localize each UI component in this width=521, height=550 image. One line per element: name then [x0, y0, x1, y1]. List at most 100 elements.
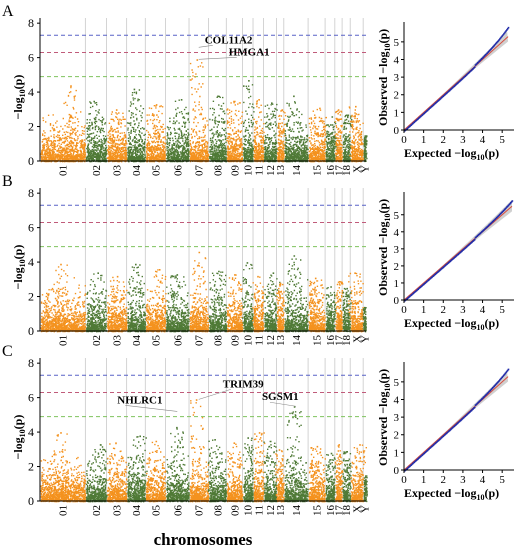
y-axis-label-sub: 10 [18, 259, 27, 267]
y-tick-label: 0 [28, 324, 34, 338]
chromosome-points [145, 269, 167, 333]
qq-y-axis-label-main: Observed −log [376, 221, 390, 296]
chromosome-label: 10 [243, 335, 255, 347]
chromosome-label: 04 [131, 165, 143, 177]
qq-y-axis-label-sub: 10 [383, 213, 392, 221]
qq-y-tick-label: 2 [394, 90, 400, 102]
qq-y-tick-label: 2 [394, 430, 400, 442]
qq-x-tick-label: 5 [499, 474, 505, 486]
chromosome-label: 04 [131, 505, 143, 517]
chromosome-points [242, 80, 255, 163]
annotation-label: TRIM39 [223, 378, 264, 390]
qq-y-tick-label: 1 [394, 107, 400, 119]
chromosome-label: 12 [265, 505, 277, 516]
y-axis-label: −log10(p) [11, 415, 27, 460]
chromosome-label: 01 [58, 505, 70, 516]
chromosome-points [207, 439, 228, 503]
chromosome-label: 17 [333, 505, 345, 517]
chromosome-label: Y [360, 335, 372, 343]
chromosome-points [166, 99, 190, 163]
qq-y-tick-label: 4 [394, 227, 400, 239]
qq-observed-points [404, 200, 514, 302]
y-tick-label: 8 [28, 16, 34, 30]
chromosome-points [226, 274, 244, 333]
chromosome-label: 16 [325, 505, 337, 517]
y-axis-label-group: −log10(p) [11, 415, 27, 460]
chromosome-points [86, 272, 108, 333]
chromosome-points [335, 281, 344, 333]
qq-x-axis-label: Expected −log10(p) [404, 486, 499, 502]
qq-x-axis-label: Expected −log10(p) [404, 316, 499, 332]
y-axis-label-sub: 10 [18, 89, 27, 97]
qq-x-axis-label-main: Expected −log [404, 146, 477, 160]
chromosome-label: X [352, 335, 364, 343]
qq-y-tick-label: 3 [394, 72, 400, 84]
qq-y-tick-label: 0 [394, 295, 400, 307]
qq-x-tick-label: 3 [460, 134, 466, 146]
chromosome-label: 03 [112, 165, 124, 177]
chromosome-label: 16 [325, 165, 337, 177]
chromosome-label: 11 [253, 335, 265, 346]
chromosome-label: 18 [341, 505, 353, 517]
y-tick-label: 2 [28, 120, 34, 134]
qq-x-axis-label-sub: 10 [477, 493, 485, 502]
y-tick-label: 2 [28, 460, 34, 474]
chromosome-points [189, 251, 210, 333]
qq-y-axis-label-group: Observed −log10(p) [376, 29, 392, 126]
y-axis-label-arg: (p) [11, 75, 25, 90]
qq-x-tick-label: 5 [499, 304, 505, 316]
qq-x-tick-label: 0 [401, 474, 407, 486]
panel-letter: B [2, 173, 13, 190]
chromosome-points [40, 432, 87, 503]
qq-y-axis-label-sub: 10 [383, 383, 392, 391]
annotation-label: HMGA1 [229, 46, 270, 58]
chromosome-points [85, 444, 109, 503]
chromosome-points [126, 88, 147, 163]
chromosome-label: 13 [275, 335, 287, 347]
qq-expected-line [403, 36, 509, 131]
qq-y-tick-label: 0 [394, 125, 400, 137]
chromosome-points [166, 274, 190, 333]
chromosome-label: 12 [265, 335, 277, 346]
chromosome-points [209, 95, 228, 163]
chromosome-label: 15 [312, 505, 324, 517]
chromosome-points [107, 109, 128, 163]
chromosome-label: 14 [291, 335, 303, 347]
chromosome-label: 02 [91, 165, 103, 176]
annotation-leader [269, 401, 296, 407]
chromosome-label: 17 [333, 335, 345, 347]
chromosome-label: 08 [212, 335, 224, 347]
qq-y-axis-label-sub: 10 [383, 43, 392, 51]
chromosome-points [342, 451, 352, 503]
chromosome-label: 08 [212, 165, 224, 177]
qq-x-tick-label: 4 [480, 134, 486, 146]
chromosome-label: 05 [150, 165, 162, 177]
annotation-label: SGSM1 [262, 391, 299, 403]
y-tick-label: 8 [28, 356, 34, 370]
qq-y-axis-label-arg: (p) [376, 369, 390, 384]
chromosome-points [308, 445, 326, 503]
chromosome-label: 17 [333, 165, 345, 177]
panel-letter: C [2, 343, 13, 360]
chromosome-label: 18 [341, 165, 353, 177]
qq-x-tick-label: 2 [441, 134, 447, 146]
qq-y-tick-label: 3 [394, 412, 400, 424]
y-tick-label: 0 [28, 154, 34, 168]
chromosome-points [325, 452, 337, 503]
chromosome-label: 01 [58, 165, 70, 176]
annotation-leader [198, 44, 213, 48]
qq-expected-line [403, 205, 513, 301]
chromosome-label: 02 [91, 335, 103, 346]
chromosome-label: 13 [275, 505, 287, 517]
chromosome-label: 06 [172, 335, 184, 347]
y-axis-label-main: −log [11, 267, 25, 289]
chromosome-label: 07 [194, 505, 206, 517]
qq-x-tick-label: 1 [421, 474, 427, 486]
qq-y-axis-label: Observed −log10(p) [376, 29, 392, 126]
qq-x-tick-label: 4 [480, 474, 486, 486]
qq-x-axis-label-arg: (p) [485, 146, 500, 160]
y-axis-label-main: −log [11, 97, 25, 119]
chromosome-points [284, 255, 309, 333]
